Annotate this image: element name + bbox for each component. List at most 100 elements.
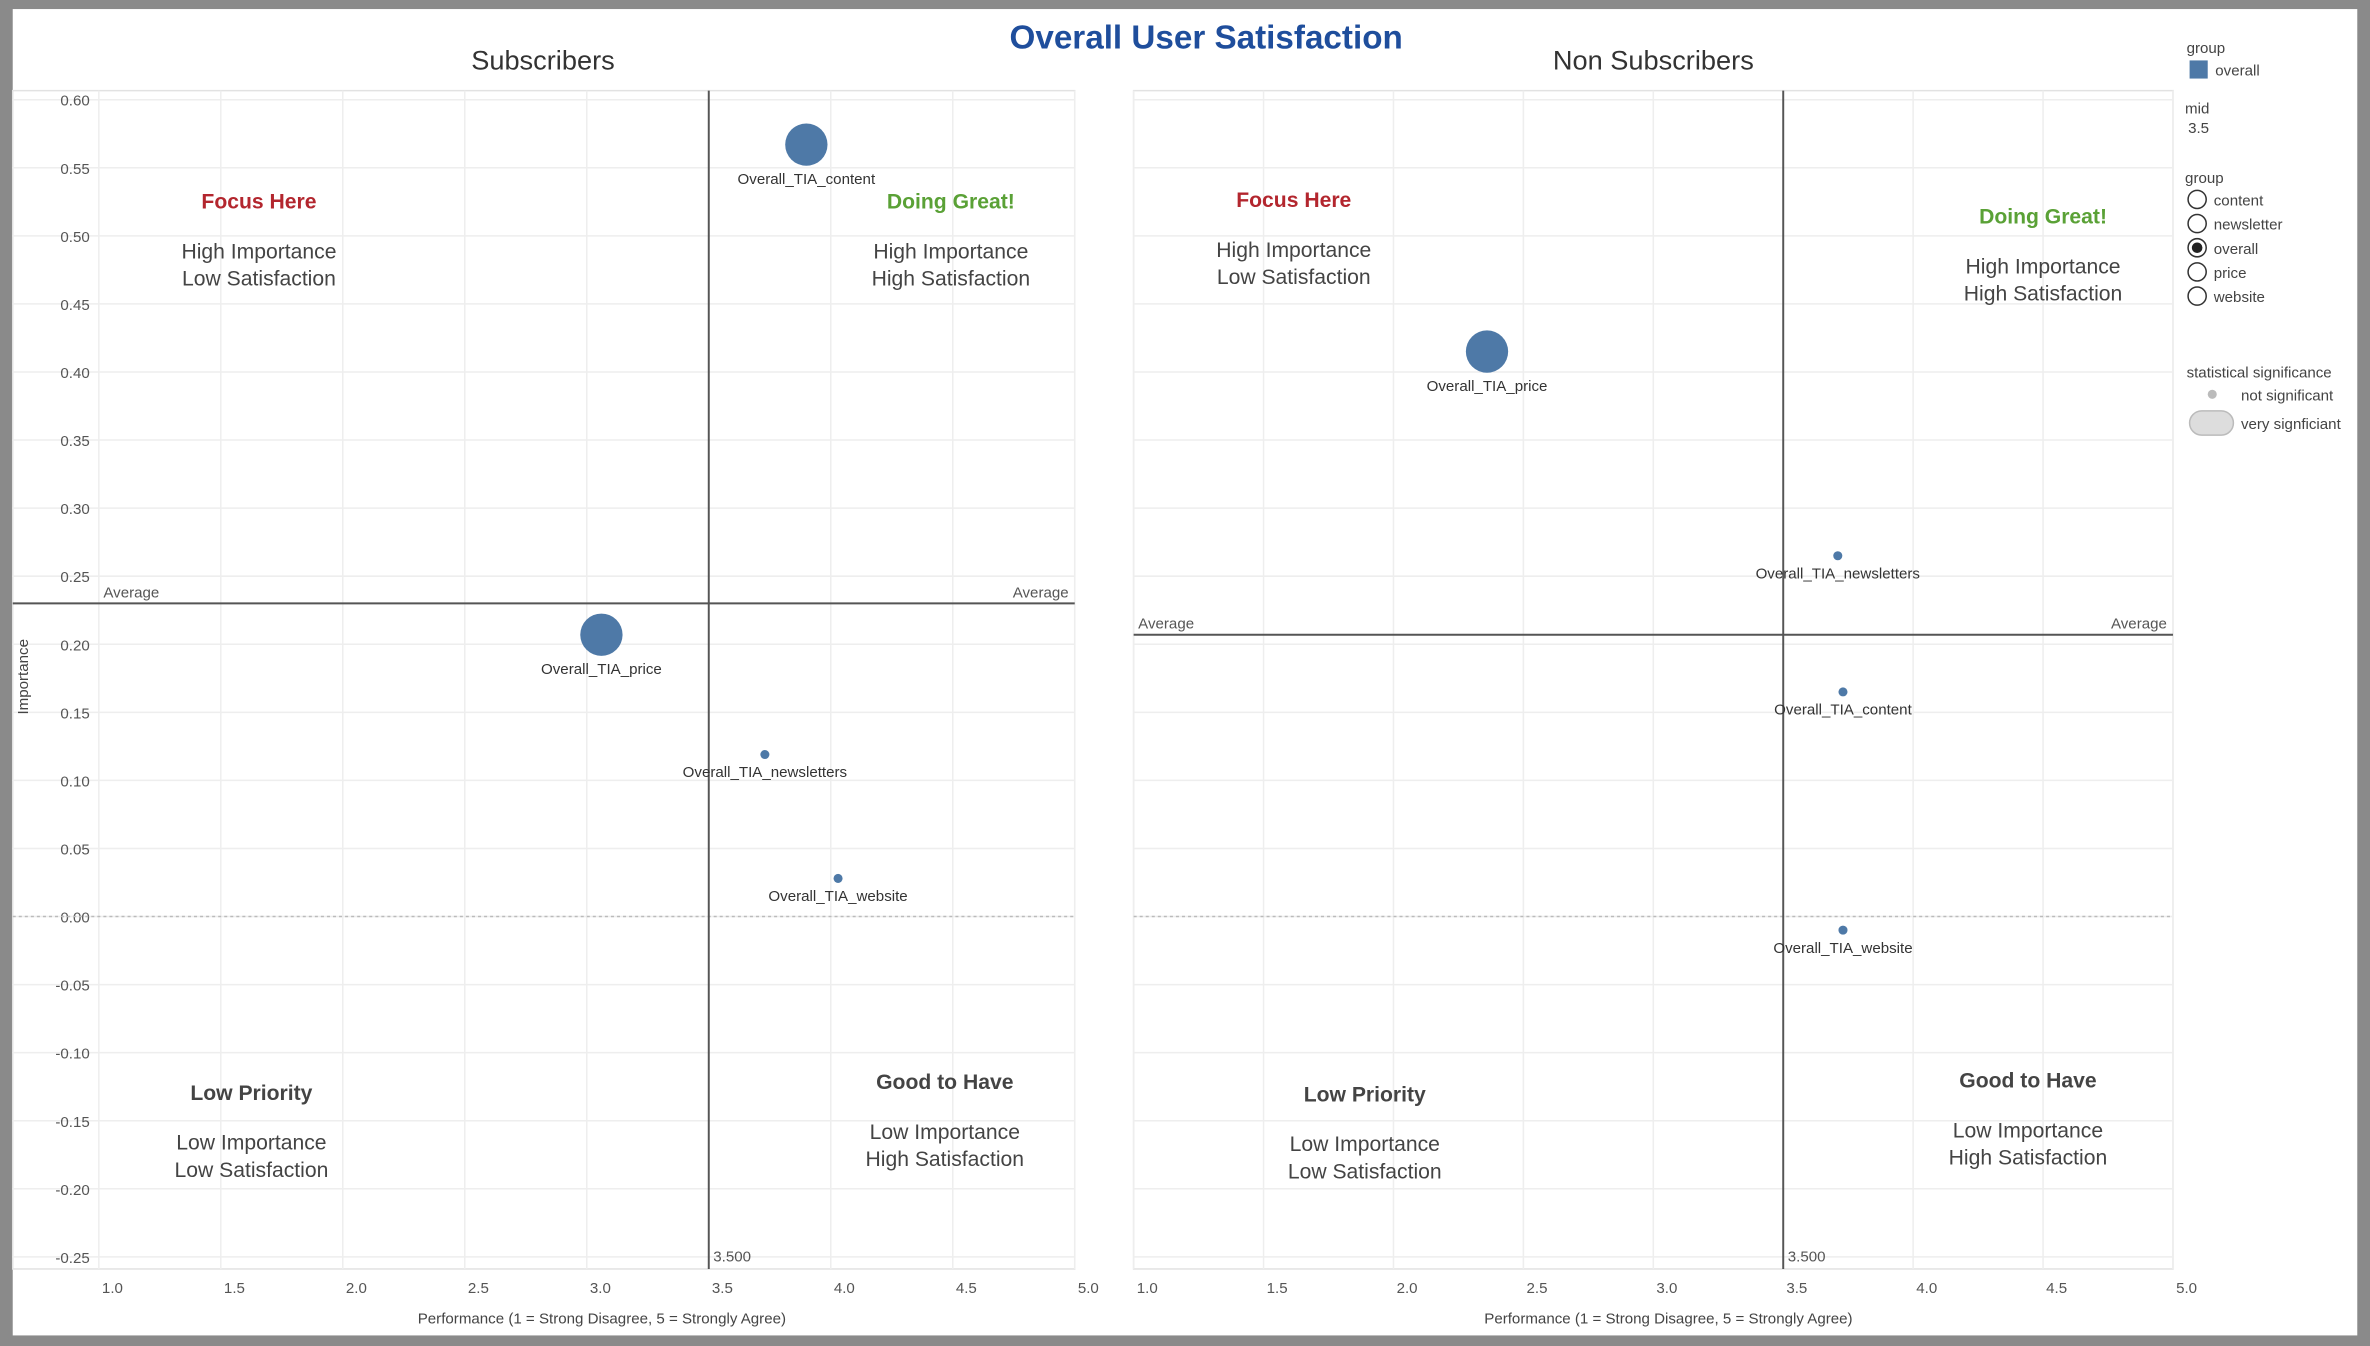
data-point[interactable] xyxy=(833,873,843,883)
radio-circle xyxy=(2187,286,2207,306)
quadrant-line1-great: High Importance xyxy=(1966,255,2121,278)
quadrant-line1-low: Low Importance xyxy=(1290,1133,1440,1156)
legend-mid-title: mid xyxy=(2185,100,2209,117)
data-point[interactable] xyxy=(1833,551,1843,561)
legend-size-small-label: not significant xyxy=(2241,387,2334,404)
x-tick-label: 3.5 xyxy=(1786,1280,1807,1297)
x-tick-label: 3.0 xyxy=(590,1280,611,1297)
quadrant-title-low: Low Priority xyxy=(1304,1083,1426,1106)
radio-label: newsletter xyxy=(2214,217,2283,234)
x-tick-label: 1.5 xyxy=(1267,1280,1288,1297)
legend-size-large-label: very signficiant xyxy=(2241,416,2342,433)
y-tick-label: 0.25 xyxy=(60,569,89,586)
quadrant-line2-great: High Satisfaction xyxy=(872,268,1031,291)
x-tick-label: 1.5 xyxy=(224,1280,245,1297)
x-axis-title: Performance (1 = Strong Disagree, 5 = St… xyxy=(1484,1310,1852,1327)
legend-color-item: overall xyxy=(2215,63,2259,80)
y-tick-label: 0.30 xyxy=(60,501,89,518)
group-radio-newsletter[interactable]: newsletter xyxy=(2187,213,2283,234)
y-tick-label: -0.20 xyxy=(55,1182,89,1199)
mid-line-label: 3.500 xyxy=(1788,1248,1826,1265)
quadrant-line2-low: Low Satisfaction xyxy=(1288,1160,1442,1183)
group-radio-overall[interactable]: overall xyxy=(2187,237,2258,258)
data-point[interactable] xyxy=(1838,925,1848,935)
y-tick-label: 0.00 xyxy=(60,910,89,927)
legend-group-title: group xyxy=(2185,170,2224,187)
y-tick-label: 0.35 xyxy=(60,433,89,450)
y-axis-title: Importance xyxy=(15,639,32,715)
radio-circle xyxy=(2187,213,2207,234)
quadrant-line2-focus: Low Satisfaction xyxy=(182,268,336,291)
panel-non-subscribers: Non Subscribers 1.0 1.5 2.0 2.5 3.0 3.5 4.0 4.5 5… xyxy=(1132,44,2197,1327)
legend-size-large-mark xyxy=(2188,410,2235,436)
quadrant-line2-good: High Satisfaction xyxy=(1949,1147,2108,1170)
data-point[interactable] xyxy=(1838,687,1848,697)
data-point-label: Overall_TIA_content xyxy=(1774,702,1912,719)
data-point-label: Overall_TIA_price xyxy=(1427,378,1548,395)
quadrant-title-low: Low Priority xyxy=(190,1082,312,1105)
radio-circle xyxy=(2187,189,2207,210)
average-label-left: Average xyxy=(1138,616,1194,633)
quadrant-line2-low: Low Satisfaction xyxy=(174,1159,328,1182)
data-point[interactable] xyxy=(760,749,770,760)
y-tick-label: -0.05 xyxy=(55,978,89,995)
radio-label: website xyxy=(2213,289,2265,306)
x-tick-label: 4.0 xyxy=(834,1280,855,1297)
quadrant-line2-good: High Satisfaction xyxy=(866,1148,1025,1171)
panel-title: Subscribers xyxy=(471,44,615,75)
x-tick-label: 3.0 xyxy=(1656,1280,1677,1297)
average-label-right: Average xyxy=(1013,584,1069,601)
x-tick-label: 4.0 xyxy=(1916,1280,1937,1297)
x-tick-label: 2.5 xyxy=(468,1280,489,1297)
data-point[interactable] xyxy=(785,123,828,166)
data-point-label: Overall_TIA_website xyxy=(1773,940,1912,957)
y-tick-label: 0.05 xyxy=(60,842,89,859)
panel-subscribers: Subscribers 1.0 1.5 2.0 2.5 3.0 3.5 4.0 4.5 5.0 0.… xyxy=(11,44,1099,1327)
x-tick-label: 4.5 xyxy=(2046,1280,2067,1297)
radio-selected-dot xyxy=(2191,242,2203,254)
average-label-left: Average xyxy=(103,584,159,601)
y-tick-label: -0.15 xyxy=(55,1114,89,1131)
y-tick-label: 0.20 xyxy=(60,637,89,654)
radio-label: content xyxy=(2214,192,2264,209)
legend-mid-value: 3.5 xyxy=(2188,120,2209,137)
quadrant-line1-good: Low Importance xyxy=(1953,1120,2103,1143)
data-point[interactable] xyxy=(580,613,623,656)
quadrant-title-focus: Focus Here xyxy=(201,190,316,213)
legend: group overall mid 3.5 group content newsl… xyxy=(2185,40,2342,436)
x-tick-label: 2.0 xyxy=(1397,1280,1418,1297)
y-tick-label: 0.10 xyxy=(60,773,89,790)
x-tick-label: 5.0 xyxy=(1078,1280,1099,1297)
x-tick-label: 2.5 xyxy=(1526,1280,1547,1297)
radio-label: price xyxy=(2214,265,2247,282)
data-point[interactable] xyxy=(1465,330,1509,373)
data-point-label: Overall_TIA_newsletters xyxy=(683,764,847,781)
y-tick-label: 0.45 xyxy=(60,297,89,314)
data-point-label: Overall_TIA_newsletters xyxy=(1756,565,1920,582)
y-tick-label: 0.60 xyxy=(60,93,89,110)
x-tick-label: 4.5 xyxy=(956,1280,977,1297)
y-tick-label: 0.15 xyxy=(60,705,89,722)
quadrant-line1-great: High Importance xyxy=(873,240,1028,263)
group-radio-price[interactable]: price xyxy=(2187,262,2247,282)
canvas-background xyxy=(12,9,2358,1336)
legend-color-title: group xyxy=(2187,40,2226,57)
quadrant-line2-great: High Satisfaction xyxy=(1964,283,2123,306)
x-tick-label: 2.0 xyxy=(346,1280,367,1297)
y-tick-label: 0.50 xyxy=(60,229,89,246)
quadrant-line1-good: Low Importance xyxy=(870,1121,1020,1144)
quadrant-title-great: Doing Great! xyxy=(887,190,1015,213)
average-label-right: Average xyxy=(2111,616,2167,633)
legend-size-title: statistical significance xyxy=(2187,365,2332,382)
quadrant-line2-focus: Low Satisfaction xyxy=(1217,266,1371,289)
x-tick-label: 3.5 xyxy=(712,1280,733,1297)
group-radio-content[interactable]: content xyxy=(2187,189,2264,210)
radio-label: overall xyxy=(2214,241,2258,258)
y-tick-label: 0.40 xyxy=(60,365,89,382)
y-tick-label: -0.25 xyxy=(55,1250,89,1267)
group-radio-website[interactable]: website xyxy=(2187,286,2265,306)
x-tick-label: 5.0 xyxy=(2176,1280,2197,1297)
panel-title: Non Subscribers xyxy=(1553,44,1754,75)
